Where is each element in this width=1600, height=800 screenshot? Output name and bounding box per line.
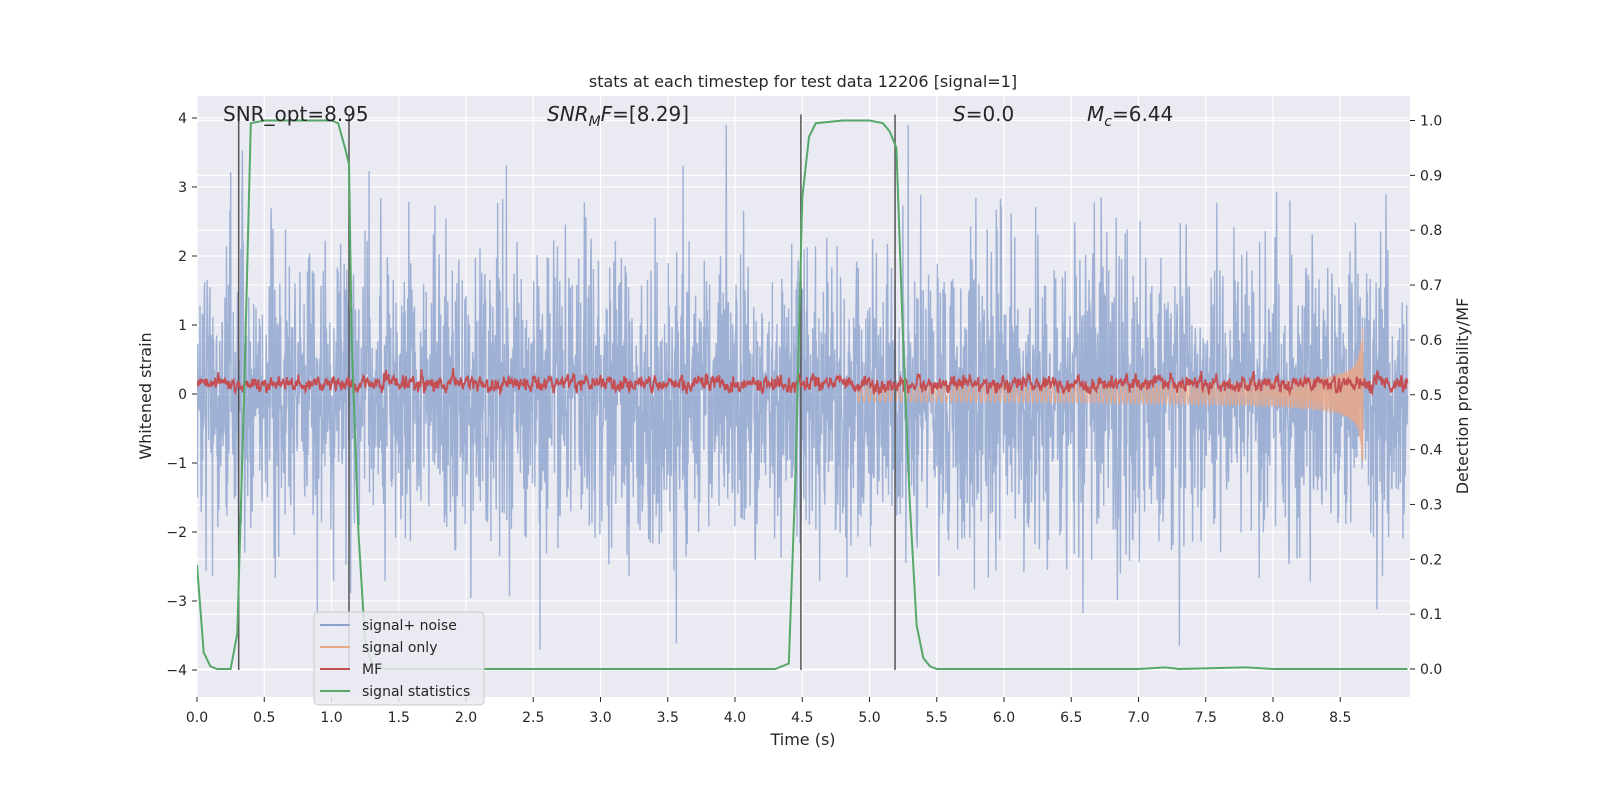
x-tick-label: 0.5 xyxy=(253,710,275,726)
series-mf xyxy=(197,367,1409,397)
y-tick-label: 3 xyxy=(178,180,187,196)
y-tick-label: −3 xyxy=(166,594,187,610)
y2-tick-label: 0.6 xyxy=(1420,333,1442,349)
vertical-markers xyxy=(237,114,896,670)
y2-tick-label: 1.0 xyxy=(1420,114,1442,130)
legend-label-signal-plus-noise: signal+ noise xyxy=(362,618,457,634)
y2-tick-label: 0.5 xyxy=(1420,388,1442,404)
x-tick-label: 1.5 xyxy=(388,710,410,726)
x-tick-label: 4.5 xyxy=(791,710,813,726)
y2-axis-label: Detection probability/MF xyxy=(1453,298,1472,495)
annotation-mc-value: =6.44 xyxy=(1112,102,1173,126)
x-tick-label: 8.0 xyxy=(1262,710,1284,726)
annotation-snr-mf: SNRMF=[8.29] xyxy=(547,102,689,130)
x-axis-ticks: 0.0 0.5 1.0 1.5 2.0 2.5 3.0 3.5 4.0 4.5 5.0 5.5 6.0 6… xyxy=(186,697,1351,726)
y2-tick-label: 0.1 xyxy=(1420,607,1442,623)
y2-axis-ticks: 1.0 0.9 0.8 0.7 0.6 0.5 0.4 0.3 0.2 0.1 0.0 xyxy=(1410,114,1442,678)
legend-label-signal-statistics: signal statistics xyxy=(362,684,470,700)
series-signal-statistics xyxy=(197,119,1408,671)
x-tick-label: 3.5 xyxy=(657,710,679,726)
y-tick-label: 2 xyxy=(178,249,187,265)
y2-tick-label: 0.2 xyxy=(1420,552,1442,568)
y-tick-label: 4 xyxy=(178,111,187,127)
legend-label-mf: MF xyxy=(362,662,382,678)
annotation-snr-mf-value: =[8.29] xyxy=(612,102,689,126)
annotation-mc: Mc=6.44 xyxy=(1087,102,1173,130)
x-axis-label: Time (s) xyxy=(769,730,835,749)
x-tick-label: 5.5 xyxy=(926,710,948,726)
chart-title: stats at each timestep for test data 122… xyxy=(589,72,1017,91)
legend-label-signal-only: signal only xyxy=(362,640,437,656)
y2-tick-label: 0.0 xyxy=(1420,662,1442,678)
y-axis-label: Whitened strain xyxy=(136,332,155,459)
x-tick-label: 0.0 xyxy=(186,710,208,726)
annotation-s: S=0.0 xyxy=(953,102,1014,126)
y2-tick-label: 0.7 xyxy=(1420,278,1442,294)
x-tick-label: 7.0 xyxy=(1127,710,1149,726)
y-axis-ticks: 4 3 2 1 0 −1 −2 −3 −4 xyxy=(166,111,197,679)
annotation-s-value: =0.0 xyxy=(966,102,1015,126)
annotation-snr-opt: SNR_opt=8.95 xyxy=(223,102,369,126)
series-signal-plus-noise xyxy=(197,124,1409,650)
x-tick-label: 7.5 xyxy=(1195,710,1217,726)
x-tick-label: 2.0 xyxy=(455,710,477,726)
x-tick-label: 4.0 xyxy=(724,710,746,726)
y-tick-label: 0 xyxy=(178,387,187,403)
y-tick-label: 1 xyxy=(178,318,187,334)
x-tick-label: 6.5 xyxy=(1060,710,1082,726)
legend-box xyxy=(313,611,485,706)
legend: signal+ noise signal only MF signal stat… xyxy=(313,611,485,706)
y2-tick-label: 0.8 xyxy=(1420,223,1442,239)
y-tick-label: −1 xyxy=(166,456,187,472)
x-tick-label: 5.0 xyxy=(858,710,880,726)
y2-tick-label: 0.9 xyxy=(1420,168,1442,184)
x-tick-label: 6.0 xyxy=(993,710,1015,726)
y-tick-label: −2 xyxy=(166,525,187,541)
y2-tick-label: 0.4 xyxy=(1420,443,1442,459)
x-tick-label: 8.5 xyxy=(1329,710,1351,726)
x-tick-label: 3.0 xyxy=(589,710,611,726)
y-tick-label: −4 xyxy=(166,663,187,679)
x-tick-label: 2.5 xyxy=(522,710,544,726)
y2-tick-label: 0.3 xyxy=(1420,497,1442,513)
x-tick-label: 1.0 xyxy=(320,710,342,726)
